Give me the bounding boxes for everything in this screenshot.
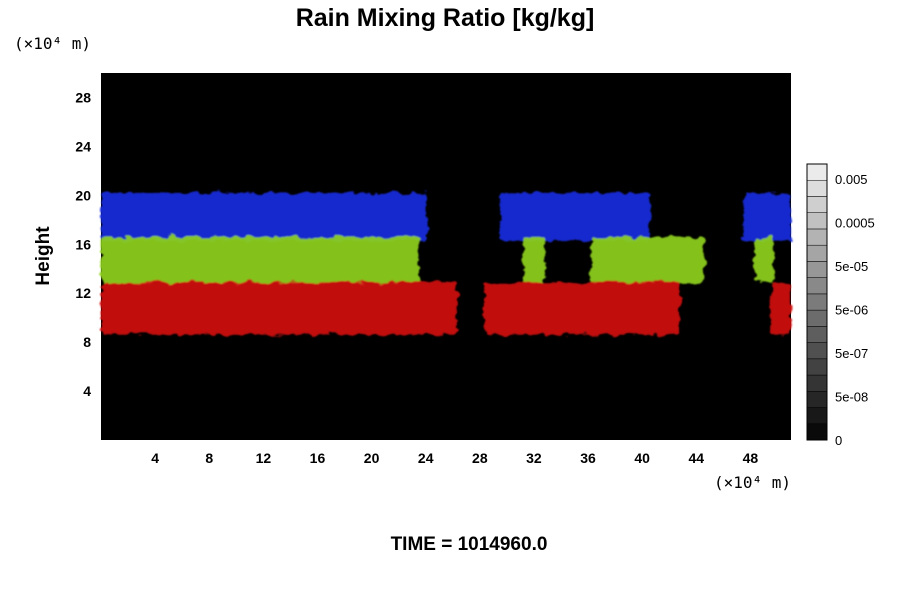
y-tick-label: 24: [75, 138, 91, 154]
chart-title: Rain Mixing Ratio [kg/kg]: [296, 4, 595, 32]
x-tick-label: 28: [472, 450, 488, 466]
colorbar-step: [806, 309, 828, 327]
y-tick-labels: 4 8 12 16 20 24 28: [75, 89, 91, 399]
x-unit-label: (×10⁴ m): [714, 473, 791, 492]
x-tick-label: 16: [310, 450, 326, 466]
colorbar-step: [806, 326, 828, 343]
colorbar-step: [806, 212, 828, 230]
band-green-segment: [101, 236, 419, 284]
y-tick-label: 12: [75, 285, 91, 301]
x-tick-label: 36: [580, 450, 596, 466]
colorbar-step: [806, 374, 828, 392]
colorbar-step: [806, 407, 828, 425]
colorbar-step: [806, 196, 828, 213]
colorbar-step: [806, 358, 828, 376]
band-blue-segment: [101, 192, 428, 241]
y-axis-label: Height: [33, 226, 54, 286]
x-tick-label: 8: [205, 450, 213, 466]
x-tick-labels: 4 8 12 16 20 24 28 32 36 40 44 48: [151, 450, 758, 466]
band-red-segment: [101, 282, 457, 335]
colorbar-step: [806, 244, 828, 262]
colorbar-step: [806, 179, 828, 197]
colorbar-label: 0: [835, 433, 842, 448]
colorbar-step: [806, 163, 828, 181]
colorbar-step: [806, 293, 828, 311]
y-tick-label: 20: [75, 187, 91, 203]
colorbar-step: [806, 342, 828, 360]
x-tick-label: 44: [689, 450, 705, 466]
band-red-segment: [483, 282, 681, 335]
x-tick-label: 32: [526, 450, 542, 466]
band-blue-segment: [743, 192, 791, 241]
band-green-segment: [754, 236, 774, 284]
colorbar-label: 0.005: [835, 172, 868, 187]
band-green-segment: [523, 236, 545, 284]
x-tick-label: 48: [743, 450, 759, 466]
y-tick-label: 8: [83, 334, 91, 350]
y-tick-label: 28: [75, 89, 91, 105]
x-tick-label: 4: [151, 450, 159, 466]
y-tick-label: 16: [75, 236, 91, 252]
colorbar-step: [806, 277, 828, 295]
x-tick-label: 12: [256, 450, 272, 466]
colorbar-label: 5e-05: [835, 259, 868, 274]
colorbar-label: 5e-07: [835, 346, 868, 361]
colorbar-step: [806, 261, 828, 278]
colorbar-step: [806, 228, 828, 246]
data-layer: [101, 192, 791, 335]
colorbar-label: 0.0005: [835, 216, 875, 231]
colorbar-label: 5e-08: [835, 390, 868, 405]
band-green-segment: [590, 236, 705, 284]
x-tick-label: 24: [418, 450, 434, 466]
x-tick-label: 20: [364, 450, 380, 466]
y-unit-label: (×10⁴ m): [14, 34, 91, 53]
colorbar: 0.005 0.0005 5e-05 5e-06 5e-07 5e-08 0: [806, 163, 875, 448]
colorbar-label: 5e-06: [835, 303, 868, 318]
colorbar-frame: [806, 163, 828, 441]
time-label: TIME = 1014960.0: [391, 534, 548, 555]
colorbar-step: [806, 423, 828, 441]
colorbar-step: [806, 391, 828, 408]
y-tick-label: 4: [83, 383, 91, 399]
x-tick-label: 40: [634, 450, 650, 466]
band-blue-segment: [500, 192, 651, 241]
band-red-segment: [770, 282, 791, 335]
